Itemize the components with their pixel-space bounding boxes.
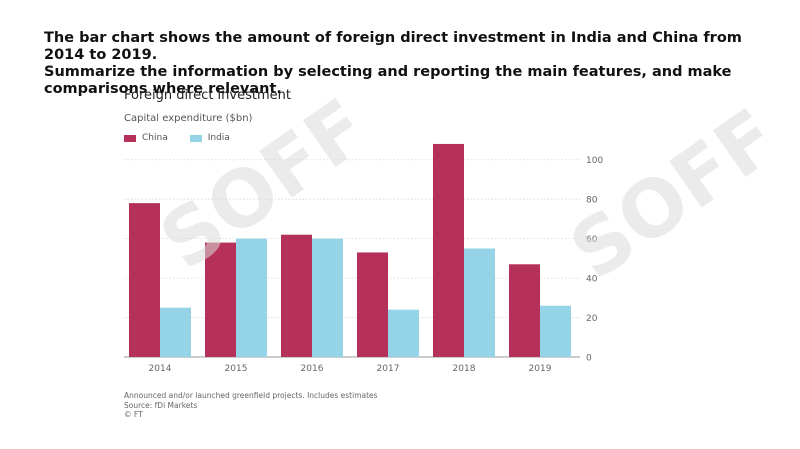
y-tick-label-80: 80 [586, 196, 598, 206]
bar-india-2019 [540, 305, 571, 357]
legend-item-china: China [124, 133, 168, 143]
bar-india-2014 [160, 307, 191, 357]
x-tick-label-2019: 2019 [529, 364, 552, 374]
bar-china-2018 [433, 143, 464, 357]
bar-china-2016 [281, 234, 312, 357]
chart-notes: Announced and/or launched greenfield pro… [124, 391, 378, 420]
x-tick-label-2014: 2014 [149, 364, 172, 374]
prompt-line-1: The bar chart shows the amount of foreig… [44, 30, 742, 63]
bar-india-2015 [236, 238, 267, 357]
bar-india-2016 [312, 238, 343, 357]
legend-label-india: India [207, 133, 230, 143]
chart-note-1: Announced and/or launched greenfield pro… [124, 391, 378, 400]
task-prompt: The bar chart shows the amount of foreig… [44, 30, 784, 98]
y-tick-label-100: 100 [586, 156, 603, 166]
chart-note-2: Source: fDi Markets [124, 400, 198, 410]
x-tick-label-2017: 2017 [377, 364, 400, 374]
y-tick-label-60: 60 [586, 235, 598, 245]
y-tick-label-40: 40 [586, 275, 598, 285]
x-tick-label-2018: 2018 [453, 364, 476, 374]
legend-swatch-china [124, 134, 136, 142]
bar-india-2018 [464, 248, 495, 357]
x-tick-label-2015: 2015 [225, 364, 248, 374]
x-tick-label-2016: 2016 [301, 364, 324, 374]
bar-india-2017 [388, 309, 419, 357]
legend-label-china: China [142, 133, 168, 143]
bar-china-2014 [129, 203, 160, 357]
legend-swatch-india [189, 134, 202, 142]
prompt-line-2: Summarize the information by selecting a… [44, 64, 732, 97]
chart-title: Foreign direct investment [124, 88, 291, 103]
chart-note-3: © FT [124, 410, 143, 419]
bar-china-2015 [205, 242, 236, 357]
y-tick-label-0: 0 [586, 354, 592, 364]
chart-subtitle: Capital expenditure ($bn) [124, 113, 253, 124]
chart-legend: China India [124, 133, 230, 143]
legend-item-india: India [189, 133, 230, 143]
y-tick-label-20: 20 [586, 314, 598, 324]
bar-china-2017 [357, 252, 388, 357]
bar-china-2019 [509, 264, 540, 357]
